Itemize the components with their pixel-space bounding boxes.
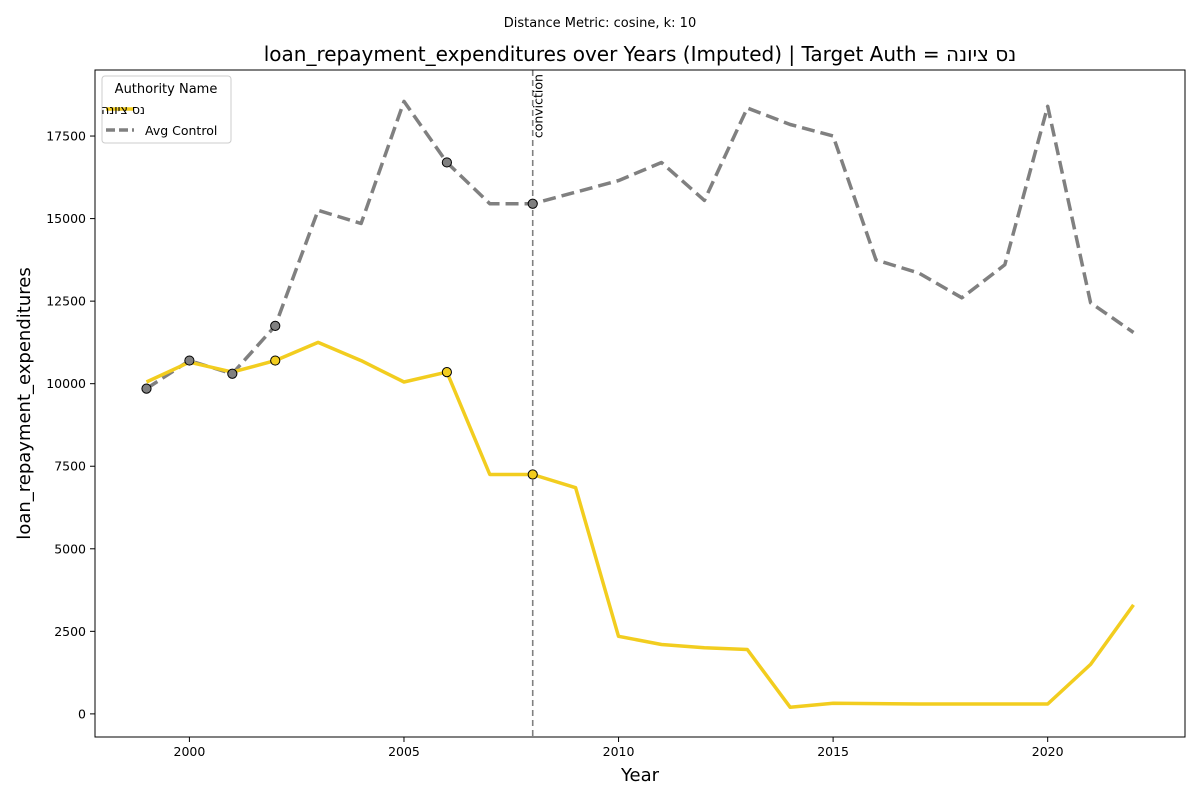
control-marker xyxy=(527,198,538,209)
series-line-target xyxy=(145,340,1135,710)
x-axis-label: Year xyxy=(620,765,660,786)
x-tick-label: 2015 xyxy=(817,744,849,759)
legend-box xyxy=(101,75,232,144)
marker-layer xyxy=(141,157,538,480)
series-layer xyxy=(145,99,1135,710)
legend-title: Authority Name xyxy=(115,82,218,97)
target-marker xyxy=(270,355,281,366)
control-marker xyxy=(441,157,452,168)
x-tick-label: 2010 xyxy=(603,744,635,759)
chart-title: loan_repayment_expenditures over Years (… xyxy=(264,42,1017,66)
control-marker xyxy=(227,368,238,379)
y-axis-label: loan_repayment_expenditures xyxy=(14,267,35,539)
y-tick-label: 15000 xyxy=(46,211,86,226)
x-tick-label: 2020 xyxy=(1032,744,1064,759)
y-axis: 0 2500 5000 7500 10000 12500 15000 17500 xyxy=(46,129,95,721)
y-tick-label: 0 xyxy=(78,706,86,721)
y-tick-label: 10000 xyxy=(46,376,86,391)
target-marker xyxy=(527,469,538,480)
vline-layer: conviction xyxy=(531,70,546,737)
y-tick-label: 17500 xyxy=(46,129,86,144)
control-marker xyxy=(141,383,152,394)
x-axis: 2000 2005 2010 2015 2020 xyxy=(174,737,1064,759)
figure-suptitle: Distance Metric: cosine, k: 10 xyxy=(504,16,696,31)
axes-frame xyxy=(94,69,1186,738)
legend-label-control: Avg Control xyxy=(145,123,217,138)
target-marker xyxy=(441,367,452,378)
series-line-control xyxy=(145,99,1135,391)
y-tick-label: 12500 xyxy=(46,294,86,309)
x-tick-label: 2005 xyxy=(388,744,420,759)
y-tick-label: 7500 xyxy=(54,459,86,474)
legend: Authority Name נס ציונה Avg Control xyxy=(101,75,232,144)
plot-area: conviction xyxy=(94,69,1186,738)
y-tick-label: 5000 xyxy=(54,541,86,556)
control-marker xyxy=(184,355,195,366)
x-tick-label: 2000 xyxy=(174,744,206,759)
conviction-label: conviction xyxy=(531,74,546,138)
y-tick-label: 2500 xyxy=(54,624,86,639)
legend-label-target: נס ציונה xyxy=(101,102,145,117)
control-marker xyxy=(270,320,281,332)
